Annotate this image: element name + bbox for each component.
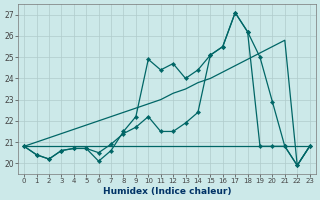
X-axis label: Humidex (Indice chaleur): Humidex (Indice chaleur): [103, 187, 231, 196]
